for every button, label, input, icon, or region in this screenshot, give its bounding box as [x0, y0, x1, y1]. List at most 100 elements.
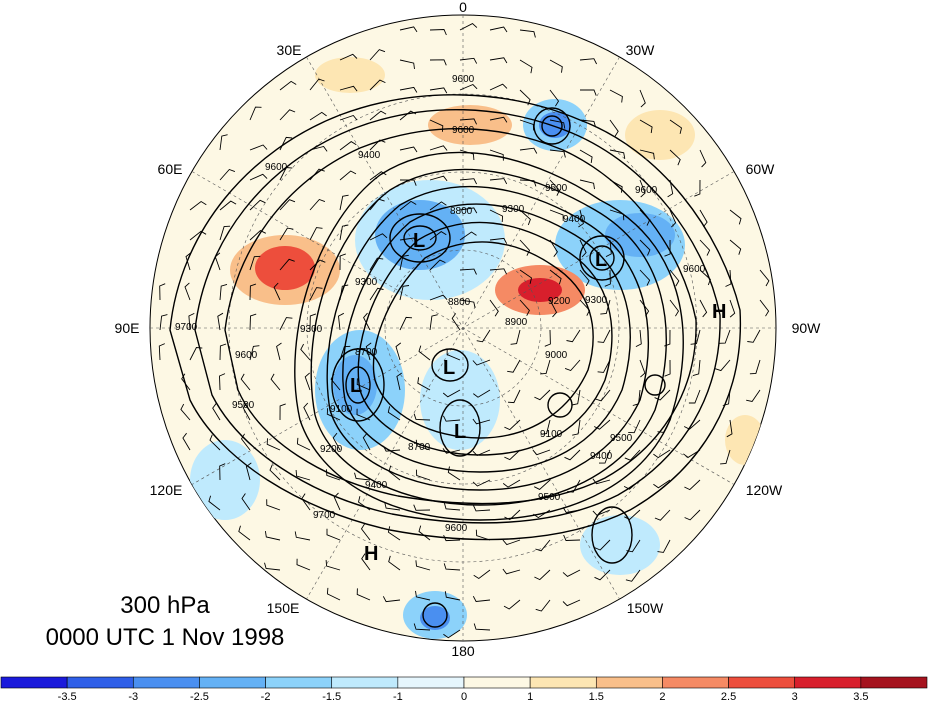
wind-barb — [369, 139, 386, 151]
colorbar-tick-label: 1 — [527, 691, 533, 702]
wind-barb — [395, 342, 402, 361]
wind-barb — [635, 329, 642, 348]
wind-barb — [240, 433, 251, 451]
wind-barb — [295, 469, 311, 481]
wind-barb — [339, 224, 349, 241]
colorbar-swatch — [132, 676, 200, 689]
wind-barb — [241, 493, 251, 511]
wind-barb — [399, 285, 410, 301]
wind-barb — [413, 504, 431, 511]
contour-label: 9600 — [683, 264, 706, 275]
wind-barb — [417, 377, 431, 391]
wind-barb — [429, 145, 448, 151]
wind-barb — [270, 373, 281, 391]
colorbar-swatch — [265, 676, 333, 689]
wind-barb — [503, 599, 521, 610]
wind-barb — [429, 87, 448, 94]
contour-label: 9200 — [320, 444, 343, 455]
wind-barb — [719, 329, 731, 344]
wind-barb — [443, 629, 461, 639]
wind-barb — [339, 141, 357, 151]
wind-barb — [399, 237, 418, 244]
wind-barb — [564, 449, 581, 461]
wind-barb — [182, 432, 191, 451]
contour-labels: 9600 9600 9600 9500 9400 9300 9200 9100 … — [175, 74, 706, 534]
wind-barb — [519, 119, 535, 131]
wind-barb — [532, 449, 551, 456]
wind-barb — [399, 86, 418, 93]
wind-barb — [549, 209, 564, 221]
wind-barb — [489, 178, 508, 185]
lon-label-60w: 60W — [746, 161, 776, 177]
wind-barb — [279, 80, 297, 91]
wind-barb — [354, 472, 371, 481]
wind-barb — [369, 171, 387, 181]
wind-barb — [579, 58, 598, 65]
lon-label-150e: 150E — [267, 600, 300, 616]
wind-barb — [747, 329, 761, 343]
wind-barb — [473, 569, 491, 580]
wind-barb — [264, 531, 281, 541]
wind-barb — [447, 466, 461, 481]
wind-barb — [266, 499, 281, 511]
wind-barb — [519, 209, 531, 226]
wind-barb — [296, 437, 311, 451]
wind-barb — [209, 434, 221, 451]
wind-barb — [699, 269, 711, 286]
wind-barb — [357, 496, 371, 511]
wind-barb — [519, 29, 536, 38]
wind-barb — [459, 178, 478, 185]
wind-barb — [592, 509, 611, 516]
contour-label: 9100 — [330, 404, 353, 415]
wind-barb — [540, 419, 551, 435]
wind-barb — [362, 432, 371, 451]
contour-label: 9500 — [538, 492, 561, 503]
wind-barb — [579, 149, 593, 163]
wind-barb — [309, 259, 326, 271]
wind-barb — [309, 198, 326, 211]
wind-barb — [519, 59, 533, 74]
wind-barb — [309, 78, 325, 91]
wind-barb — [725, 269, 732, 287]
contour-label: 9100 — [540, 429, 563, 440]
wind-barb — [325, 560, 341, 571]
wind-barb — [249, 106, 262, 121]
wind-barb — [473, 389, 491, 398]
wind-barb — [519, 89, 531, 106]
wind-barb — [699, 239, 711, 256]
wind-barb — [309, 168, 325, 181]
wind-barb — [279, 167, 293, 181]
contour-label: 9200 — [548, 296, 571, 307]
wind-barb — [519, 299, 530, 316]
contour-label: 8800 — [450, 206, 473, 217]
wind-barb — [507, 389, 521, 404]
wind-barb — [519, 239, 531, 256]
lon-label-150w: 150W — [627, 600, 664, 616]
wind-barb — [242, 402, 251, 421]
wind-barb — [639, 119, 653, 134]
wind-barb — [473, 623, 491, 631]
wind-barb — [264, 562, 281, 571]
wind-barb — [535, 539, 551, 552]
wind-barb — [625, 569, 641, 582]
wind-barb — [309, 287, 323, 301]
wind-barb — [396, 372, 403, 391]
colorbar-tick-label: -2.5 — [190, 691, 209, 702]
wind-barb — [296, 558, 311, 571]
wind-barb — [159, 283, 166, 301]
wind-barb — [399, 179, 417, 186]
wind-barb — [579, 239, 587, 258]
wind-barb — [418, 525, 431, 541]
wind-barb — [502, 539, 521, 546]
wind-barb — [571, 389, 581, 406]
wind-barb — [510, 329, 521, 345]
wind-barb — [592, 478, 611, 485]
wind-barb — [544, 329, 551, 347]
wind-barb — [443, 502, 461, 511]
wind-barb — [489, 116, 508, 123]
wind-barb — [628, 419, 641, 434]
wind-barb — [303, 402, 311, 421]
wind-barb — [684, 509, 701, 521]
wind-barb — [339, 253, 346, 271]
contour-label: 9600 — [452, 74, 475, 85]
